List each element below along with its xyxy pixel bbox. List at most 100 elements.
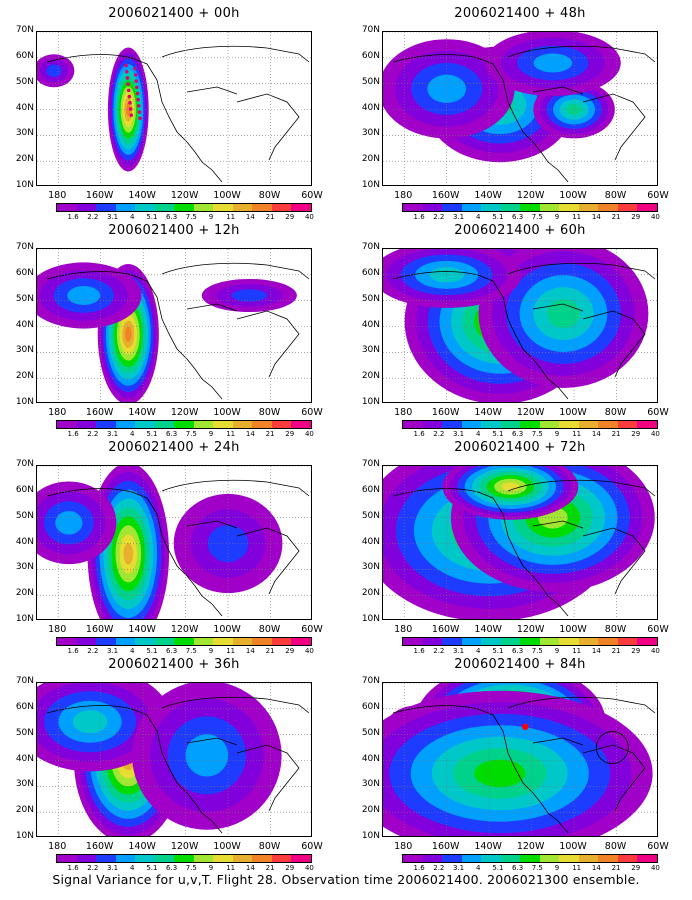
figure-caption: Signal Variance for u,v,T. Flight 28. Ob… [52, 872, 640, 887]
longitude-tick-label: 120W [516, 841, 545, 852]
colorbar-label: 14 [245, 864, 255, 872]
colorbar-label: 9 [554, 864, 560, 872]
panel-title: 2006021400 + 72h [454, 440, 586, 455]
colorbar-label: 5.1 [492, 647, 504, 655]
colorbar-swatch [403, 638, 423, 645]
colorbar-swatch [57, 421, 77, 428]
colorbar-swatch [559, 638, 579, 645]
colorbar-label: 29 [285, 864, 295, 872]
colorbar-labels: 1.6 2.2 3.1 4 5.1 6.3 7.5 9 11 14 21 29 40 [402, 647, 660, 657]
colorbar-label: 29 [631, 213, 641, 221]
observation-point [125, 76, 130, 80]
colorbar [56, 854, 312, 863]
colorbar-label: 11 [226, 430, 236, 438]
coastline [392, 45, 656, 183]
colorbar-swatch [193, 421, 214, 428]
observation-point [126, 82, 130, 86]
observation-point [135, 91, 140, 96]
latitude-tick-label: 20N [361, 371, 380, 382]
longitude-tick-label: 140W [474, 841, 502, 852]
colorbar-label: 11 [572, 864, 582, 872]
colorbar-swatch [617, 855, 638, 862]
longitude-tick-label: 60W [647, 190, 669, 201]
colorbar-swatch [403, 204, 423, 211]
colorbar-label: 21 [611, 864, 621, 872]
longitude-tick-label: 180 [394, 624, 413, 635]
observation-point [126, 88, 131, 93]
colorbar-swatch [154, 855, 175, 862]
colorbar-swatch [57, 855, 77, 862]
latitude-tick-label: 50N [361, 76, 380, 87]
variance-field [383, 683, 657, 836]
colorbar-labels: 1.6 2.2 3.1 4 5.1 6.3 7.5 9 11 14 21 29 40 [402, 430, 660, 440]
longitude-tick-label: 60W [301, 624, 323, 635]
colorbar-labels: 1.6 2.2 3.1 4 5.1 6.3 7.5 9 11 14 21 29 40 [56, 430, 314, 440]
longitude-tick-label: 80W [258, 407, 281, 418]
colorbar-swatch [154, 638, 175, 645]
colorbar-label: 4 [475, 647, 481, 655]
colorbar-label: 2.2 [87, 213, 99, 221]
latitude-tick-label: 60N [361, 267, 380, 278]
colorbar-label: 3.1 [452, 430, 465, 438]
colorbar-swatch [115, 638, 136, 645]
latitude-tick-label: 30N [361, 779, 380, 790]
latitude-tick-label: 40N [361, 102, 380, 113]
latitude-tick-label: 10N [361, 180, 380, 190]
colorbar-label: 21 [265, 864, 275, 872]
colorbar-label: 7.5 [531, 864, 543, 872]
colorbar-label: 14 [591, 430, 601, 438]
colorbar-swatch [96, 855, 116, 862]
observation-point [133, 66, 137, 71]
colorbar-swatch [578, 855, 599, 862]
colorbar-label: 5.1 [146, 864, 158, 872]
observation-point [129, 113, 134, 117]
colorbar-swatch [637, 204, 657, 211]
colorbar-swatch [461, 638, 482, 645]
colorbar-swatch [271, 204, 292, 211]
panel-60h: 2006021400 + 60h 70N 60N 50N 40N 30N 20N 10N 18… [346, 217, 692, 438]
longitude-tick-label: 60W [647, 624, 669, 635]
longitude-tick-label: 80W [604, 624, 627, 635]
colorbar-swatch [481, 421, 501, 428]
latitude-tick-label: 50N [361, 510, 380, 521]
latitude-tick-label: 10N [15, 614, 34, 624]
latitude-tick-label: 50N [15, 727, 34, 738]
colorbar-label: 3.1 [452, 864, 465, 872]
colorbar-label: 3.1 [106, 647, 119, 655]
latitude-tick-label: 30N [361, 345, 380, 356]
panel-title: 2006021400 + 60h [454, 223, 586, 238]
latitude-tick-label: 40N [15, 753, 34, 764]
panel-24h: 2006021400 + 24h 70N 60N 50N 40N 30N 20N 10N 18… [0, 434, 346, 655]
colorbar-swatch [422, 855, 443, 862]
colorbar-swatch [403, 421, 423, 428]
latitude-tick-label: 20N [15, 588, 34, 599]
map-plot [382, 682, 658, 837]
variance-contour [123, 543, 134, 565]
colorbar-label: 40 [304, 430, 314, 438]
variance-contour [533, 53, 573, 73]
colorbar-swatch [520, 421, 540, 428]
colorbar-swatch [461, 204, 482, 211]
colorbar-swatch [135, 421, 155, 428]
colorbar-swatch [559, 204, 579, 211]
colorbar-swatch [500, 638, 521, 645]
colorbar-labels: 1.6 2.2 3.1 4 5.1 6.3 7.5 9 11 14 21 29 40 [56, 864, 314, 874]
latitude-tick-label: 10N [15, 397, 34, 407]
longitude-tick-label: 100W [559, 407, 587, 418]
latitude-tick-label: 70N [15, 676, 34, 686]
colorbar-swatch [115, 204, 136, 211]
colorbar-swatch [271, 638, 292, 645]
longitude-tick-label: 180 [394, 841, 413, 852]
observation-point [137, 110, 142, 114]
colorbar-label: 9 [554, 647, 560, 655]
colorbar-swatch [213, 421, 233, 428]
latitude-tick-label: 50N [361, 727, 380, 738]
colorbar-label: 7.5 [531, 647, 543, 655]
colorbar-swatch [500, 421, 521, 428]
colorbar-swatch [252, 204, 272, 211]
latitude-tick-label: 60N [15, 50, 34, 61]
colorbar-swatch [232, 855, 253, 862]
latitude-tick-label: 70N [361, 459, 380, 469]
colorbar-label: 6.3 [166, 430, 178, 438]
colorbar-label: 29 [285, 647, 295, 655]
